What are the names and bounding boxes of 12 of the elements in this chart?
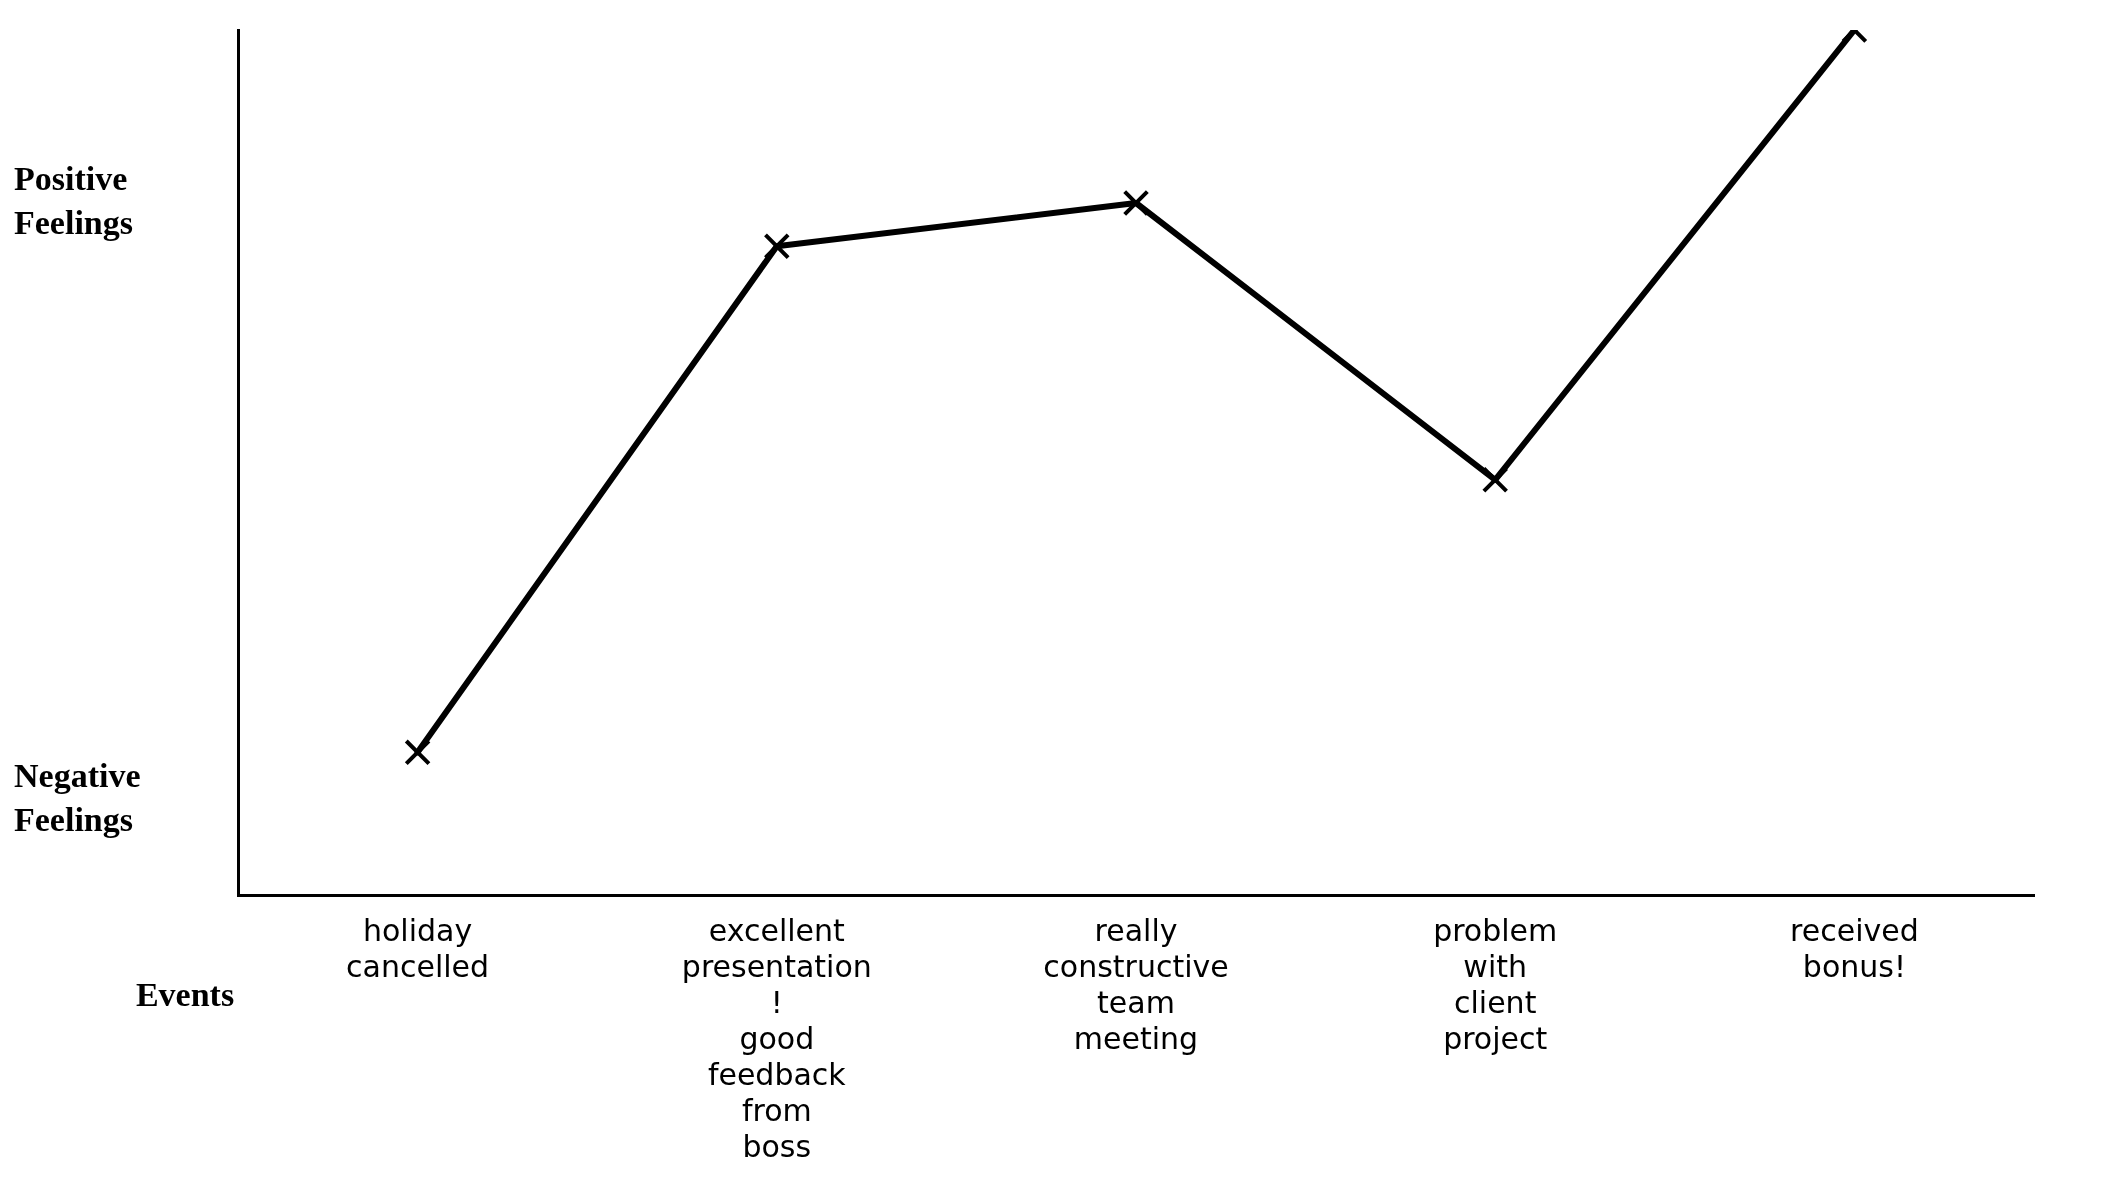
x-tick-label: really constructive team meeting <box>1043 912 1229 1056</box>
point <box>1122 189 1150 217</box>
x-tick-label: excellent presentation ! good feedback from boss <box>681 912 872 1164</box>
x-axis-title: Events <box>135 975 235 1013</box>
text: Positive Feelings <box>14 159 133 241</box>
x-tick-label: received bonus! <box>1790 912 1919 984</box>
text: Negative Feelings <box>14 756 141 838</box>
point <box>1481 466 1509 494</box>
point <box>763 232 791 260</box>
x-tick-label: problem with client project <box>1433 912 1558 1056</box>
x-tick-label: holiday cancelled <box>346 912 490 984</box>
point <box>404 738 431 766</box>
